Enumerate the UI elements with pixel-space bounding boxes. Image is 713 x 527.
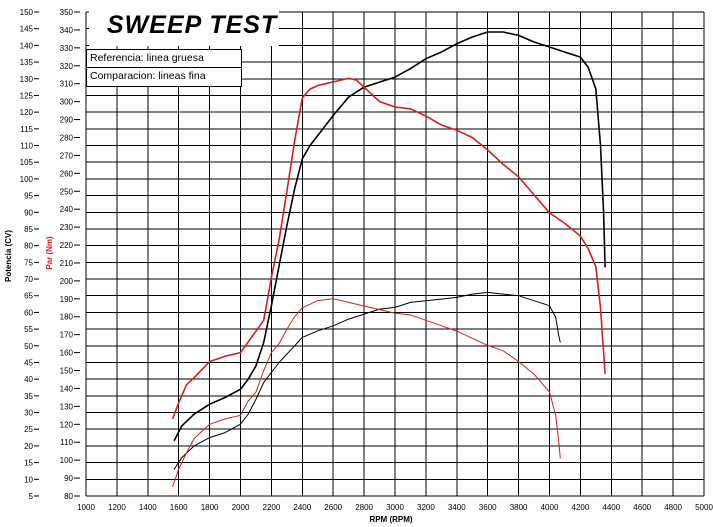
left-tick-label: 30 xyxy=(24,409,33,418)
right-tick-label: 270 xyxy=(60,151,74,160)
right-tick-label: 290 xyxy=(60,116,74,125)
left-tick-label: 65 xyxy=(24,292,33,301)
right-tick-label: 140 xyxy=(60,384,74,393)
series-line xyxy=(173,31,606,442)
x-tick-label: 4400 xyxy=(602,503,620,512)
x-tick-label: 3000 xyxy=(386,503,404,512)
x-axis-label: RPM (RPM) xyxy=(369,515,412,524)
right-tick-label: 120 xyxy=(60,420,74,429)
x-tick-label: 1000 xyxy=(77,503,95,512)
right-tick-label: 330 xyxy=(60,44,74,53)
x-tick-label: 3600 xyxy=(479,503,497,512)
left-tick-label: 75 xyxy=(24,258,33,267)
right-tick-label: 220 xyxy=(60,241,74,250)
x-tick-label: 2800 xyxy=(355,503,373,512)
series-line xyxy=(173,291,561,470)
x-tick-label: 1600 xyxy=(170,503,188,512)
right-tick-label: 110 xyxy=(60,438,73,447)
right-tick-label: 160 xyxy=(60,349,74,358)
left-tick-label: 15 xyxy=(24,459,33,468)
right-tick-label: 150 xyxy=(60,367,74,376)
right-tick-label: 250 xyxy=(60,187,74,196)
right-tick-label: 350 xyxy=(60,8,74,17)
title-box xyxy=(89,10,279,46)
left-tick-label: 115 xyxy=(20,125,33,134)
left-tick-label: 70 xyxy=(24,275,33,284)
series xyxy=(171,31,606,488)
x-tick-label: 2400 xyxy=(293,503,311,512)
right-tick-label: 210 xyxy=(60,259,74,268)
chart-title: SWEEP TEST xyxy=(107,11,278,39)
left-tick-label: 125 xyxy=(20,91,34,100)
left-tick-label: 45 xyxy=(24,358,33,367)
right-tick-label: 230 xyxy=(60,223,74,232)
x-axis-ticks: 1000 1200 1400 1600 1800 2000 2200 2400 2600 2800… xyxy=(77,503,713,512)
right-tick-label: 180 xyxy=(60,313,74,322)
right-tick-label: 170 xyxy=(60,331,74,340)
legend: Referencia: linea gruesa Comparacion: li… xyxy=(86,49,242,87)
left-axis-ticks: 5 10 15 20 25 30 35 40 45 50 55 60 65 70 75 80 85 90 95 100… xyxy=(20,8,39,501)
x-tick-label: 1200 xyxy=(108,503,126,512)
x-tick-label: 2600 xyxy=(324,503,342,512)
left-tick-label: 135 xyxy=(20,58,34,67)
left-tick-label: 55 xyxy=(24,325,33,334)
right-tick-label: 240 xyxy=(60,205,74,214)
right-tick-label: 280 xyxy=(60,133,74,142)
left-tick-label: 100 xyxy=(20,175,34,184)
x-tick-label: 3400 xyxy=(448,503,466,512)
left-tick-label: 50 xyxy=(24,342,33,351)
x-tick-label: 2000 xyxy=(232,503,250,512)
left-tick-label: 90 xyxy=(24,208,33,217)
left-tick-label: 25 xyxy=(24,425,33,434)
x-tick-label: 3200 xyxy=(417,503,435,512)
legend-entry-comparison: Comparacion: lineas fina xyxy=(87,67,241,85)
x-tick-label: 4200 xyxy=(572,503,590,512)
left-tick-label: 85 xyxy=(24,225,33,234)
right-tick-label: 200 xyxy=(60,277,74,286)
left-tick-label: 80 xyxy=(24,242,33,251)
left-tick-label: 20 xyxy=(24,442,33,451)
x-tick-label: 1800 xyxy=(201,503,219,512)
x-tick-label: 2200 xyxy=(263,503,281,512)
right-tick-label: 190 xyxy=(60,295,74,304)
x-tick-label: 4800 xyxy=(664,503,682,512)
x-tick-label: 3800 xyxy=(510,503,528,512)
right-tick-label: 300 xyxy=(60,98,74,107)
left-tick-label: 110 xyxy=(20,142,33,151)
left-tick-label: 130 xyxy=(20,75,34,84)
series-line xyxy=(172,298,561,488)
left-tick-label: 40 xyxy=(24,375,33,384)
x-tick-label: 4600 xyxy=(633,503,651,512)
right-tick-label: 100 xyxy=(60,456,74,465)
left-tick-label: 5 xyxy=(29,492,34,501)
right-tick-label: 320 xyxy=(60,62,74,71)
left-tick-label: 10 xyxy=(24,475,33,484)
x-tick-label: 5000 xyxy=(695,503,713,512)
grid xyxy=(85,11,705,497)
y-axis-right-label: Par (Nm) xyxy=(45,236,54,270)
right-tick-label: 90 xyxy=(64,474,73,483)
right-axis-ticks: 80 90 100 110 120 130 140 150 160 170 180 190 200 210… xyxy=(60,8,80,501)
x-tick-label: 1400 xyxy=(139,503,157,512)
series-line xyxy=(171,77,606,420)
left-tick-label: 105 xyxy=(20,158,34,167)
left-tick-label: 60 xyxy=(24,308,33,317)
right-tick-label: 340 xyxy=(60,26,74,35)
left-tick-label: 145 xyxy=(20,25,34,34)
left-tick-label: 120 xyxy=(20,108,34,117)
right-tick-label: 260 xyxy=(60,169,74,178)
y-axis-left-label: Potencia (CV) xyxy=(4,230,13,282)
left-tick-label: 150 xyxy=(20,8,34,17)
left-tick-label: 95 xyxy=(24,192,33,201)
right-tick-label: 130 xyxy=(60,402,74,411)
right-tick-label: 80 xyxy=(64,492,73,501)
left-tick-label: 35 xyxy=(24,392,33,401)
x-tick-label: 4000 xyxy=(541,503,559,512)
right-tick-label: 310 xyxy=(60,80,74,89)
legend-entry-reference: Referencia: linea gruesa xyxy=(90,52,204,64)
left-tick-label: 140 xyxy=(20,41,34,50)
